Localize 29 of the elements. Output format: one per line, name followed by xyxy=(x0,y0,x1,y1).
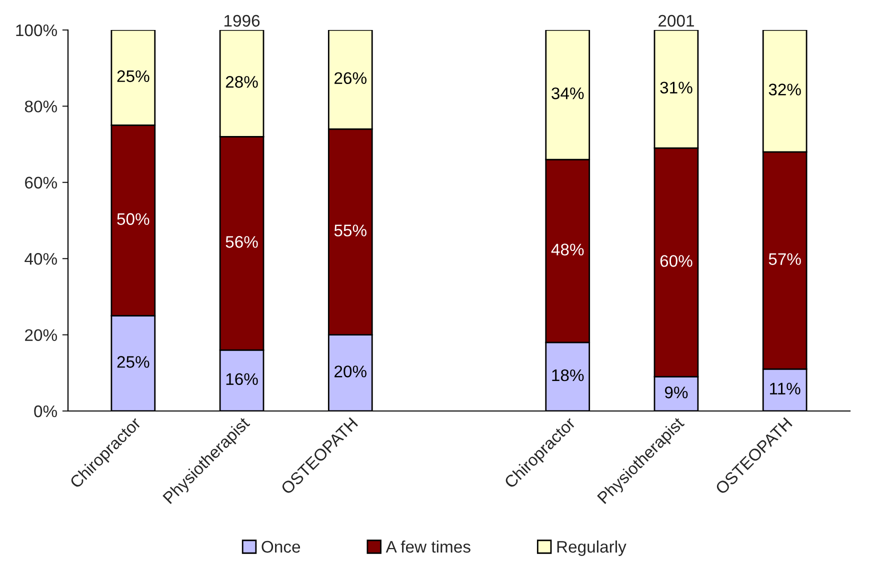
text: 56% xyxy=(226,236,258,248)
y-tick-label: 80% xyxy=(24,100,57,112)
text: 18% xyxy=(552,369,584,382)
text: 25% xyxy=(117,70,150,82)
text: 26% xyxy=(334,72,366,84)
legend-label: Regularly xyxy=(557,540,626,556)
text: 16% xyxy=(226,373,258,385)
text: 2001 xyxy=(658,14,694,27)
text: 20% xyxy=(334,366,366,378)
y-tick-label: 40% xyxy=(24,253,57,265)
y-tick-label: 0% xyxy=(34,405,57,418)
legend-label: Once xyxy=(262,540,300,553)
text: 57% xyxy=(768,253,801,265)
text: 32% xyxy=(768,84,801,96)
text: 34% xyxy=(552,87,584,100)
text: 31% xyxy=(660,82,692,94)
y-tick-label: 20% xyxy=(25,329,57,342)
legend-label: A few times xyxy=(386,540,470,553)
text: 9% xyxy=(664,386,688,398)
text: 1996 xyxy=(224,14,260,27)
text: 48% xyxy=(551,244,584,256)
text: 55% xyxy=(334,224,366,236)
text: 60% xyxy=(660,255,692,267)
text: 11% xyxy=(770,382,800,394)
text: 28% xyxy=(226,76,258,88)
text: 50% xyxy=(117,213,150,225)
text: 25% xyxy=(117,356,150,368)
y-tick-label: 60% xyxy=(25,176,57,189)
y-tick-label: 100% xyxy=(16,24,57,36)
